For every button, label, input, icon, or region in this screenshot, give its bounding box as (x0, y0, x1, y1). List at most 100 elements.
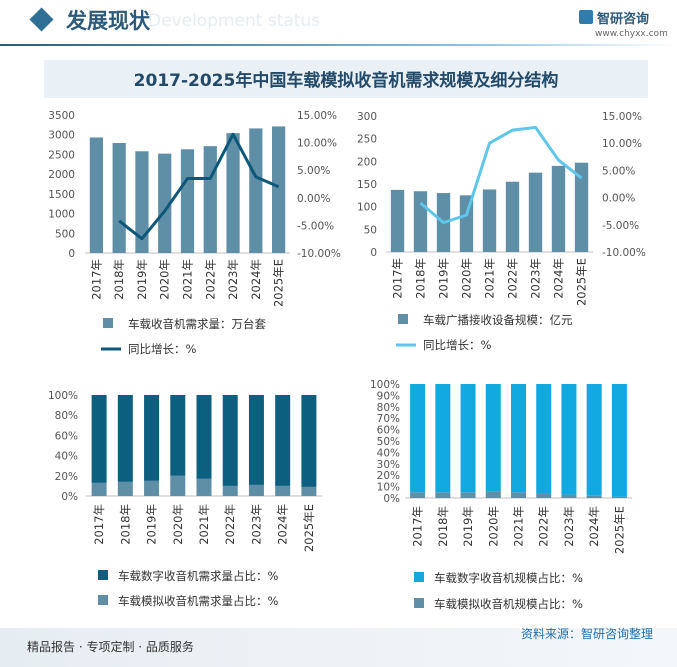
bar (180, 149, 195, 253)
y-tick-label-left: 150 (357, 179, 377, 191)
stack-segment-digital (511, 384, 526, 493)
stack-segment-analog (536, 493, 552, 498)
growth-line (118, 132, 280, 241)
x-tick-label: 2025年E (302, 504, 316, 552)
stack-segment-analog (561, 494, 577, 498)
y-tick-label-left: 500 (55, 228, 75, 240)
legend-label-bar: 车载广播接收设备规模：亿元 (423, 313, 573, 327)
stack-segment-digital (485, 384, 501, 492)
x-tick-label: 2023年 (529, 258, 543, 299)
x-tick-label: 2019年 (437, 258, 451, 299)
bar (528, 172, 543, 252)
stack-segment-analog (248, 484, 264, 496)
stack-segment-digital (144, 395, 160, 481)
x-tick-label: 2022年 (203, 259, 217, 300)
x-tick-label: 2022年 (223, 504, 237, 545)
y-tick-label: 70% (377, 413, 400, 425)
x-tick-label: 2023年 (249, 504, 263, 545)
stack-segment-digital (460, 384, 476, 493)
y-tick-label: 40% (55, 451, 78, 463)
stack-segment-analog (485, 491, 501, 498)
y-tick-label-left: 1500 (48, 189, 75, 201)
stack-segment-digital (196, 395, 212, 479)
x-tick-label: 2020年 (158, 259, 172, 300)
x-tick-label: 2024年 (276, 504, 290, 545)
y-tick-label-right: -5.00% (602, 220, 639, 232)
x-tick-label: 2018年 (414, 258, 428, 299)
bar (203, 146, 217, 253)
y-tick-label: 10% (377, 482, 400, 494)
y-tick-label-left: 250 (357, 134, 377, 146)
y-tick-label: 0% (383, 493, 400, 505)
stack-segment-digital (91, 395, 107, 483)
y-tick-label-left: 1000 (48, 209, 75, 221)
legend-swatch-bar (103, 318, 113, 328)
stack-segment-digital (410, 384, 426, 493)
legend-label-line: 同比增长：% (423, 338, 491, 352)
logo-icon (579, 10, 593, 24)
bar (505, 181, 520, 252)
stack-segment-analog (410, 492, 426, 498)
section-title: 发展现状 (66, 9, 150, 33)
stack-segment-digital (586, 384, 602, 496)
bar (482, 189, 497, 252)
stack-segment-digital (561, 384, 577, 495)
x-tick-label: 2018年 (118, 504, 132, 545)
x-tick-label: 2025年E (272, 259, 286, 307)
stack-segment-analog (435, 492, 451, 498)
y-tick-label-right: 10.00% (297, 138, 337, 150)
bar (158, 153, 172, 253)
x-tick-label: 2017年 (89, 259, 103, 300)
y-tick-label-right: -10.00% (297, 248, 341, 260)
x-tick-label: 2018年 (436, 506, 450, 547)
x-tick-label: 2017年 (411, 506, 425, 547)
x-tick-label: 2020年 (486, 506, 500, 547)
x-tick-label: 2022年 (537, 506, 551, 547)
x-tick-label: 2023年 (562, 506, 576, 547)
page-header: 发展现状 Development status 智研咨询 www.chyxx.c… (0, 0, 677, 48)
growth-line (419, 125, 583, 225)
y-tick-label-right: -5.00% (297, 220, 334, 232)
footer-band (0, 628, 677, 667)
legend-swatch-digital (414, 572, 424, 582)
legend-label-line: 同比增长：% (128, 342, 196, 356)
x-tick-label: 2019年 (145, 504, 159, 545)
stack-segment-analog (91, 482, 107, 496)
stack-segment-digital (536, 384, 552, 494)
x-tick-label: 2021年 (512, 506, 526, 547)
legend-swatch-analog (414, 598, 424, 608)
stack-segment-analog (170, 475, 186, 496)
y-tick-label: 50% (377, 436, 400, 448)
stack-segment-analog (301, 486, 317, 496)
x-tick-label: 2017年 (391, 258, 405, 299)
title-band (44, 60, 648, 98)
x-tick-label: 2019年 (461, 506, 475, 547)
x-tick-label: 2019年 (135, 259, 149, 300)
section-subtitle: Development status (148, 11, 321, 31)
stack-segment-analog (144, 480, 160, 496)
y-tick-label-left: 0 (370, 247, 377, 259)
stack-segment-digital (275, 395, 291, 486)
legend-swatch-analog (98, 595, 108, 605)
y-tick-label-right: 5.00% (602, 165, 635, 177)
y-tick-label: 20% (377, 470, 400, 482)
logo-url: www.chyxx.com (595, 29, 668, 39)
y-tick-label-right: 10.00% (602, 138, 642, 150)
y-tick-label-right: 15.00% (297, 110, 337, 122)
bar (551, 165, 566, 252)
y-tick-label-right: 15.00% (602, 111, 642, 123)
header-divider (0, 44, 677, 46)
bar (390, 189, 405, 252)
x-tick-label: 2022年 (506, 258, 520, 299)
x-tick-label: 2021年 (483, 258, 497, 299)
x-tick-label: 2021年 (181, 259, 195, 300)
stack-segment-digital (170, 395, 186, 476)
logo-name: 智研咨询 (597, 12, 650, 27)
y-tick-label-right: 0.00% (602, 193, 635, 205)
footer-left-text: 精品报告 · 专项定制 · 品质服务 (27, 640, 194, 654)
y-tick-label: 80% (377, 402, 400, 414)
legend-swatch-digital (98, 570, 108, 580)
bar (574, 162, 589, 252)
legend-label-digital: 车载数字收音机需求量占比：% (118, 569, 278, 583)
